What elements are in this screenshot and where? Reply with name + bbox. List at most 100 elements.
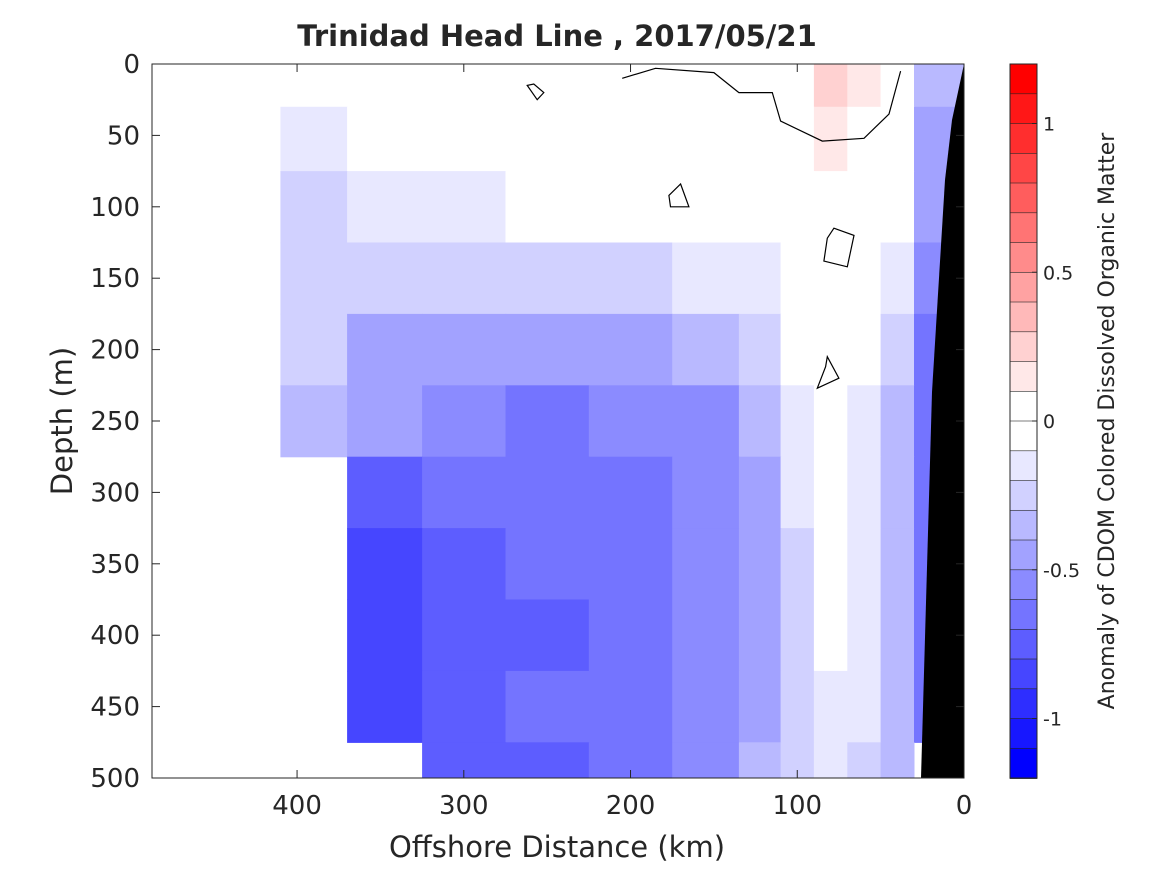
field-cell (422, 106, 507, 172)
colorbar-tick-label: 0.5 (1043, 262, 1073, 284)
y-tick-label: 450 (90, 693, 140, 723)
zero-contour-line (622, 67, 902, 142)
field-cell (738, 528, 782, 601)
field-cell (588, 456, 673, 529)
plot-area (152, 64, 964, 778)
field-cell (813, 64, 848, 108)
colorbar-band (1009, 123, 1038, 155)
field-cell (880, 64, 915, 108)
field-cell (347, 242, 423, 315)
field-cell (422, 385, 507, 458)
y-tick-label: 250 (90, 407, 140, 437)
field-cell (505, 742, 590, 778)
zero-contour-line (526, 83, 545, 101)
colorbar-band (1009, 539, 1038, 571)
field-cell (880, 528, 915, 601)
field-cell (880, 171, 915, 244)
field-cell (672, 742, 740, 778)
colorbar-tick-label: -1 (1043, 709, 1062, 731)
y-tick-label: 500 (90, 764, 140, 794)
y-tick-label: 0 (123, 50, 140, 80)
field-cell (880, 599, 915, 672)
x-tick-label: 300 (439, 791, 489, 821)
field-cell (880, 385, 915, 458)
field-cell (588, 242, 673, 315)
field-cell (813, 313, 848, 386)
field-cell (880, 742, 915, 778)
x-tick-label: 400 (272, 791, 322, 821)
field-cell (780, 242, 815, 315)
anomaly-field (280, 64, 964, 778)
x-axis-label: Offshore Distance (km) (389, 830, 725, 864)
colorbar-band (1009, 450, 1038, 482)
colorbar-tick-label: -0.5 (1043, 560, 1080, 582)
field-cell (738, 106, 782, 172)
field-cell (813, 528, 848, 601)
field-cell (588, 385, 673, 458)
field-cell (813, 456, 848, 529)
field-cell (914, 64, 964, 108)
field-cell (347, 106, 423, 172)
field-cell (422, 599, 507, 672)
zero-contour-line (816, 354, 840, 390)
colorbar-band (1009, 271, 1038, 303)
field-cell (588, 313, 673, 386)
field-cell (347, 528, 423, 601)
colorbar-band (1009, 480, 1038, 512)
field-cell (847, 456, 882, 529)
field-cell (813, 670, 848, 743)
field-cell (880, 313, 915, 386)
field-cell (813, 742, 848, 778)
field-cell (672, 385, 740, 458)
field-cell (880, 456, 915, 529)
y-tick-label: 50 (107, 121, 140, 151)
field-cell (672, 456, 740, 529)
field-cell (738, 599, 782, 672)
colorbar-band (1009, 212, 1038, 244)
field-cell (813, 385, 848, 458)
colorbar-band (1009, 509, 1038, 541)
zero-contour-line (668, 182, 690, 208)
field-cell (847, 599, 882, 672)
field-cell (672, 528, 740, 601)
field-cell (780, 528, 815, 601)
field-cell (672, 670, 740, 743)
field-cell (505, 242, 590, 315)
bathymetry-seafloor (921, 64, 964, 778)
colorbar: 1 0.5 0 -0.5 -1 (1009, 63, 1080, 779)
field-cell (847, 64, 882, 108)
field-cell (880, 670, 915, 743)
field-cell (588, 670, 673, 743)
field-cell (422, 171, 507, 244)
colorbar-band (1009, 361, 1038, 393)
field-cell (505, 385, 590, 458)
field-cell (813, 242, 848, 315)
field-cell (347, 599, 423, 672)
field-cell (880, 242, 915, 315)
field-cell (422, 670, 507, 743)
y-axis: 0 50 100 150 200 250 300 350 400 450 500 (90, 50, 964, 794)
field-cell (847, 242, 882, 315)
field-cell (780, 313, 815, 386)
y-tick-label: 400 (90, 621, 140, 651)
colorbar-band (1009, 718, 1038, 750)
field-cell (505, 171, 590, 244)
colorbar-band (1009, 331, 1038, 363)
field-cell (847, 313, 882, 386)
colorbar-band (1009, 747, 1038, 779)
field-cell (847, 528, 882, 601)
field-cell (672, 242, 740, 315)
field-cell (347, 313, 423, 386)
field-cell (780, 456, 815, 529)
x-tick-label: 0 (956, 791, 973, 821)
field-cell (280, 64, 348, 108)
colorbar-tick-label: 1 (1043, 114, 1055, 136)
field-cell (347, 670, 423, 743)
colorbar-band (1009, 153, 1038, 184)
field-cell (780, 385, 815, 458)
field-cell (847, 171, 882, 244)
field-cell (422, 313, 507, 386)
x-axis: 400 300 200 100 0 (272, 64, 972, 821)
field-cell (738, 456, 782, 529)
field-cell (847, 670, 882, 743)
